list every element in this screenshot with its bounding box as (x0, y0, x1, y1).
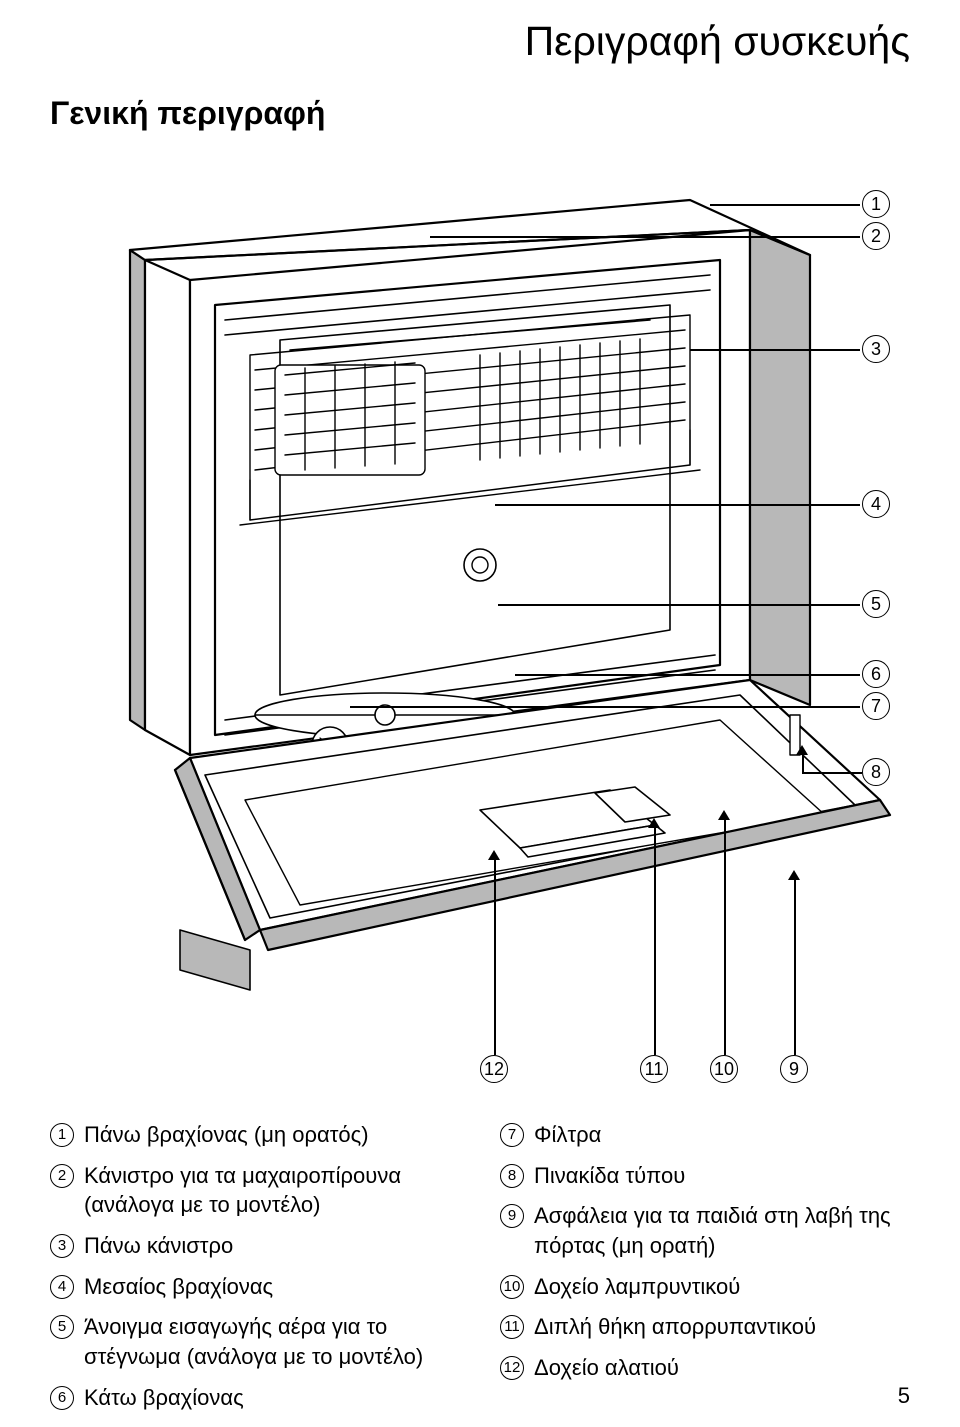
legend-item: 10 Δοχείο λαμπρυντικού (500, 1272, 910, 1302)
legend-number: 3 (50, 1234, 74, 1258)
legend-number: 9 (500, 1204, 524, 1228)
dishwasher-illustration (50, 160, 910, 1100)
legend-text: Μεσαίος βραχίονας (84, 1272, 460, 1302)
legend-number: 7 (500, 1123, 524, 1147)
legend-text: Κάνιστρο για τα μαχαιροπίρουνα (ανάλογα … (84, 1161, 460, 1220)
legend-item: 4 Μεσαίος βραχίονας (50, 1272, 460, 1302)
legend-item: 6 Κάτω βραχίονας (50, 1383, 460, 1413)
legend-number: 1 (50, 1123, 74, 1147)
page-number: 5 (898, 1383, 910, 1409)
legend-item: 9 Ασφάλεια για τα παιδιά στη λαβή της πό… (500, 1201, 910, 1260)
legend-number: 11 (500, 1315, 524, 1339)
legend-number: 10 (500, 1275, 524, 1299)
legend-item: 1 Πάνω βραχίονας (μη ορατός) (50, 1120, 460, 1150)
legend-number: 4 (50, 1275, 74, 1299)
legend-text: Κάτω βραχίονας (84, 1383, 460, 1413)
legend-item: 8 Πινακίδα τύπου (500, 1161, 910, 1191)
appliance-figure: 1 2 3 4 5 6 7 8 12 11 (50, 160, 910, 1100)
legend-number: 2 (50, 1164, 74, 1188)
legend-item: 12 Δοχείο αλατιού (500, 1353, 910, 1383)
page-title: Περιγραφή συσκευής (525, 18, 910, 65)
legend-number: 5 (50, 1315, 74, 1339)
legend-text: Πινακίδα τύπου (534, 1161, 910, 1191)
legend-text: Δοχείο λαμπρυντικού (534, 1272, 910, 1302)
legend-column-right: 7 Φίλτρα 8 Πινακίδα τύπου 9 Ασφάλεια για… (500, 1120, 910, 1413)
legend-item: 3 Πάνω κάνιστρο (50, 1231, 460, 1261)
legend-number: 12 (500, 1356, 524, 1380)
legend-number: 6 (50, 1386, 74, 1410)
section-title: Γενική περιγραφή (50, 95, 325, 132)
legend-item: 11 Διπλή θήκη απορρυπαντικού (500, 1312, 910, 1342)
legend-item: 2 Κάνιστρο για τα μαχαιροπίρουνα (ανάλογ… (50, 1161, 460, 1220)
legend: 1 Πάνω βραχίονας (μη ορατός) 2 Κάνιστρο … (50, 1120, 910, 1413)
legend-item: 7 Φίλτρα (500, 1120, 910, 1150)
legend-number: 8 (500, 1164, 524, 1188)
legend-text: Διπλή θήκη απορρυπαντικού (534, 1312, 910, 1342)
legend-column-left: 1 Πάνω βραχίονας (μη ορατός) 2 Κάνιστρο … (50, 1120, 460, 1413)
legend-text: Δοχείο αλατιού (534, 1353, 910, 1383)
legend-text: Πάνω κάνιστρο (84, 1231, 460, 1261)
legend-text: Ασφάλεια για τα παιδιά στη λαβή της πόρτ… (534, 1201, 910, 1260)
legend-text: Πάνω βραχίονας (μη ορατός) (84, 1120, 460, 1150)
legend-text: Φίλτρα (534, 1120, 910, 1150)
legend-text: Άνοιγμα εισαγωγής αέρα για το στέγνωμα (… (84, 1312, 460, 1371)
legend-item: 5 Άνοιγμα εισαγωγής αέρα για το στέγνωμα… (50, 1312, 460, 1371)
